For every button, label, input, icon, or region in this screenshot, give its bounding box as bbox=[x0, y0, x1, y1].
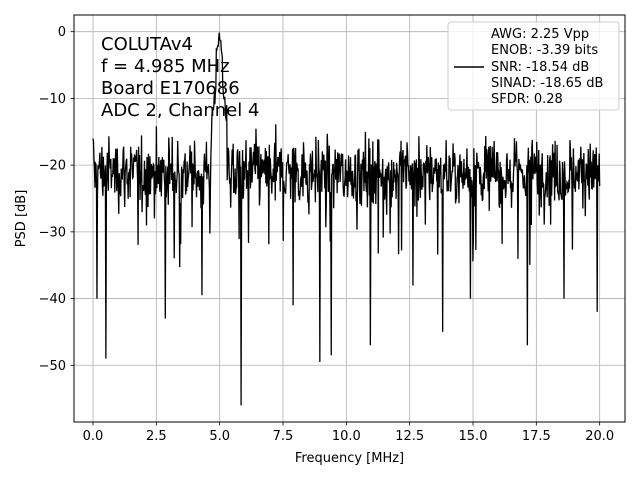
x-tick-label: 0.0 bbox=[83, 429, 104, 444]
x-tick-label: 5.0 bbox=[209, 429, 230, 444]
y-tick-label: −40 bbox=[39, 292, 66, 307]
annotation-line-3: Board E170686 bbox=[101, 78, 240, 99]
annotation-line-2: f = 4.985 MHz bbox=[101, 56, 230, 77]
x-tick-label: 17.5 bbox=[522, 429, 551, 444]
y-tick-label: −10 bbox=[39, 92, 66, 107]
y-tick-label: −30 bbox=[39, 225, 66, 240]
legend-entry-awg: AWG: 2.25 Vpp bbox=[491, 27, 589, 42]
y-axis-label: PSD [dB] bbox=[14, 190, 29, 248]
y-tick-label: 0 bbox=[58, 25, 66, 40]
chart-annotation: COLUTAv4 f = 4.985 MHz Board E170686 ADC… bbox=[101, 34, 259, 121]
x-tick-label: 20.0 bbox=[585, 429, 614, 444]
legend-entry-enob: ENOB: -3.39 bits bbox=[491, 43, 598, 58]
x-tick-label: 12.5 bbox=[395, 429, 424, 444]
psd-series-line bbox=[92, 32, 601, 406]
legend: AWG: 2.25 Vpp ENOB: -3.39 bits SNR: -18.… bbox=[447, 21, 620, 111]
annotation-line-1: COLUTAv4 bbox=[101, 34, 193, 55]
x-tick-label: 7.5 bbox=[273, 429, 294, 444]
plot-frame bbox=[73, 14, 626, 423]
x-tick-label: 15.0 bbox=[459, 429, 488, 444]
x-axis-label: Frequency [MHz] bbox=[295, 451, 404, 466]
annotation-line-4: ADC 2, Channel 4 bbox=[101, 100, 259, 121]
legend-entry-snr: SNR: -18.54 dB bbox=[491, 60, 589, 75]
legend-entry-sinad: SINAD: -18.65 dB bbox=[491, 76, 603, 91]
x-tick-label: 2.5 bbox=[146, 429, 167, 444]
data-layer bbox=[92, 32, 601, 406]
y-tick-label: −20 bbox=[39, 159, 66, 174]
legend-entry-sfdr: SFDR: 0.28 bbox=[491, 92, 563, 107]
grid-lines bbox=[74, 15, 625, 422]
legend-box bbox=[447, 21, 620, 111]
y-tick-label: −50 bbox=[39, 359, 66, 374]
x-tick-label: 10.0 bbox=[332, 429, 361, 444]
tick-layer: 0.0 2.5 5.0 7.5 10.0 12.5 15.0 17.5 20.0 0 −10 −20 −… bbox=[39, 25, 615, 444]
